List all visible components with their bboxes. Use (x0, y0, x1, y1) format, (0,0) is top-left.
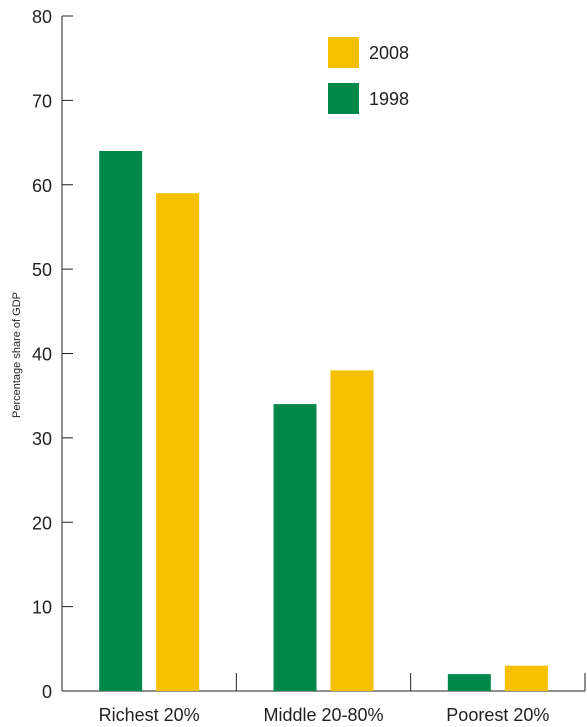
x-category-label: Middle 20-80% (263, 705, 383, 725)
legend: 2008 1998 (328, 37, 409, 114)
bar-1998-0 (99, 151, 143, 691)
legend-swatch-1998 (328, 83, 359, 114)
y-tick-label: 60 (32, 176, 52, 196)
y-tick-label: 0 (42, 682, 52, 702)
x-category-label: Richest 20% (99, 705, 200, 725)
y-tick-label: 50 (32, 260, 52, 280)
bar-2008-0 (156, 193, 200, 691)
x-category-label: Poorest 20% (446, 705, 549, 725)
y-tick-label: 10 (32, 598, 52, 618)
bar-2008-1 (330, 370, 374, 691)
legend-swatch-2008 (328, 37, 359, 68)
y-tick-label: 20 (32, 513, 52, 533)
bar-2008-2 (504, 665, 548, 691)
y-axis: 0 10 20 30 40 50 60 70 80 (32, 7, 73, 702)
y-tick-label: 80 (32, 7, 52, 27)
legend-label-2008: 2008 (369, 43, 409, 63)
bars (99, 151, 548, 691)
bar-1998-1 (273, 404, 317, 691)
y-tick-label: 30 (32, 429, 52, 449)
bar-1998-2 (447, 674, 491, 691)
x-axis: Richest 20% Middle 20-80% Poorest 20% (62, 673, 586, 725)
y-tick-label: 40 (32, 345, 52, 365)
legend-label-1998: 1998 (369, 89, 409, 109)
y-tick-label: 70 (32, 91, 52, 111)
y-axis-label: Percentage share of GDP (11, 292, 23, 418)
